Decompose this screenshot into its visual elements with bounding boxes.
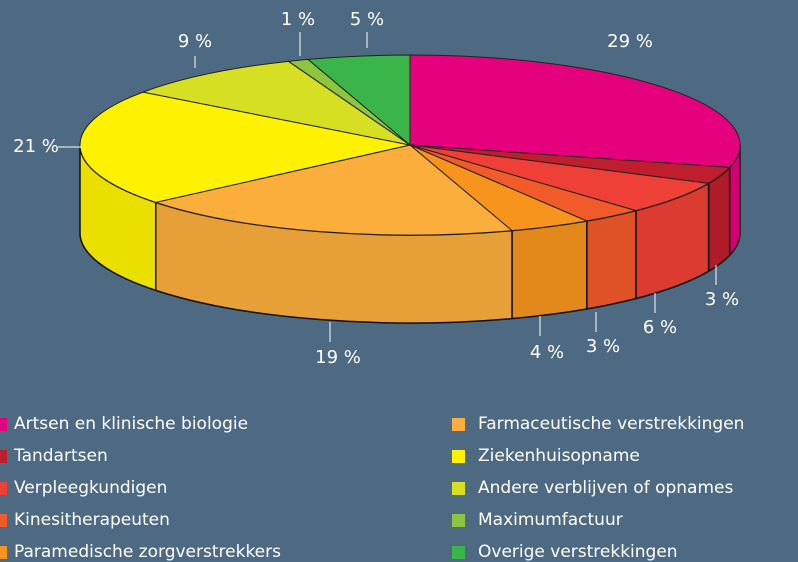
value-label: 5 %	[350, 9, 384, 30]
legend-swatch	[452, 546, 465, 559]
slice-side-shade	[155, 202, 512, 324]
slice	[409, 144, 711, 212]
slice-side-shade	[635, 183, 709, 299]
slice-side-shade	[80, 145, 156, 291]
legend-swatch	[0, 418, 7, 431]
legend-label: Ziekenhuisopname	[478, 446, 640, 466]
slice	[409, 54, 741, 168]
slice-side-shade	[511, 220, 587, 319]
legend-label: Artsen en klinische biologie	[14, 414, 248, 434]
slice	[141, 60, 411, 146]
slice	[306, 54, 411, 147]
legend-swatch	[0, 546, 7, 559]
slice	[153, 144, 514, 236]
value-label: 4 %	[530, 342, 564, 363]
value-label: 29 %	[607, 31, 653, 52]
legend-swatch	[0, 482, 7, 495]
pie-sides	[79, 144, 741, 324]
legend-swatch	[452, 450, 465, 463]
legend-swatch	[452, 482, 465, 495]
slice-side-shade	[708, 167, 730, 272]
legend-label: Farmaceutische verstrekkingen	[478, 414, 744, 434]
slice	[79, 91, 411, 203]
legend-label: Verpleegkundigen	[14, 478, 167, 498]
value-label: 9 %	[178, 31, 212, 52]
value-label: 3 %	[586, 336, 620, 357]
legend-swatch	[452, 418, 465, 431]
slice-side-shade	[729, 145, 740, 256]
legend-label: Andere verblijven of opnames	[478, 478, 733, 498]
legend-label: Overige verstrekkingen	[478, 542, 678, 562]
value-label: 6 %	[643, 317, 677, 338]
pie-tops	[79, 54, 741, 236]
legend-label: Tandartsen	[13, 446, 108, 466]
value-label: 1 %	[281, 9, 315, 30]
legend-label: Paramedische zorgverstrekkers	[14, 542, 281, 562]
legend-swatch	[0, 514, 7, 527]
legend-label: Maximumfactuur	[478, 510, 623, 530]
value-label: 3 %	[705, 289, 739, 310]
legend-label: Kinesitherapeuten	[14, 510, 170, 530]
legend-swatch	[452, 514, 465, 527]
slice-side-shade	[586, 210, 636, 309]
value-labels: 29 % 3 % 6 % 3 % 4 % 19 % 21 % 9 % 1 % 5 %	[13, 9, 739, 368]
legend-swatch	[0, 450, 7, 463]
legend: Artsen en klinische biologie Tandartsen Ve…	[0, 414, 744, 562]
value-label: 19 %	[315, 347, 361, 368]
value-label: 21 %	[13, 136, 59, 157]
